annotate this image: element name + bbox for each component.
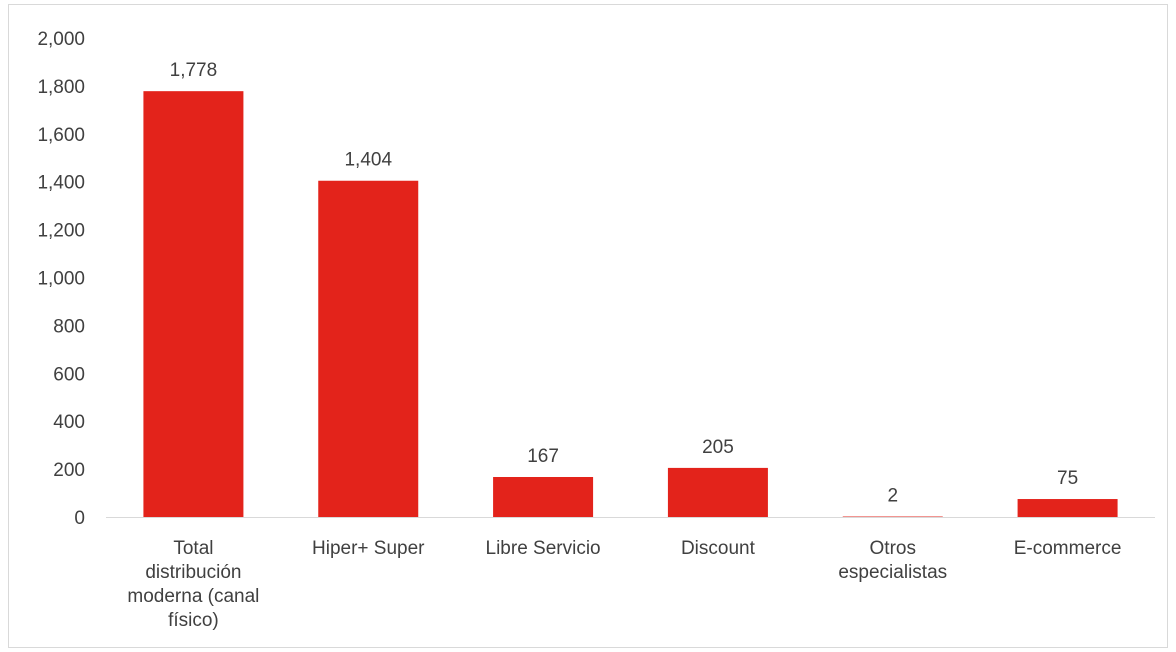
y-tick-label: 2,000 (37, 29, 85, 50)
x-tick-label: Hiper+ Super (312, 538, 425, 559)
bar (143, 91, 244, 517)
bar (1017, 499, 1118, 517)
bar (842, 516, 943, 518)
y-axis-ticks: 0 200 400 600 800 1,000 1,200 1,400 1,600 1,800 2,… (37, 29, 85, 529)
data-label: 1,404 (344, 150, 392, 171)
category-labels: Total distribución moderna (canal físico) Hi… (127, 538, 1121, 631)
y-tick-label: 600 (53, 364, 85, 385)
bar (493, 477, 594, 517)
x-tick-label: Libre Servicio (486, 538, 601, 559)
y-tick-label: 800 (53, 316, 85, 337)
data-label: 205 (702, 437, 734, 458)
data-label: 2 (887, 486, 898, 507)
y-tick-label: 1,000 (37, 269, 85, 290)
bars (143, 91, 1118, 518)
y-tick-label: 0 (74, 508, 85, 529)
bar (667, 467, 768, 517)
x-tick-label: E-commerce (1014, 538, 1122, 559)
data-label: 1,778 (170, 60, 218, 81)
x-tick-label: Discount (681, 538, 756, 559)
chart-frame: 0 200 400 600 800 1,000 1,200 1,400 1,600 1,800 2,… (8, 4, 1168, 648)
y-tick-label: 400 (53, 412, 85, 433)
data-label: 167 (527, 446, 559, 467)
y-tick-label: 1,800 (37, 77, 85, 98)
data-labels: 1,778 1,404 167 205 2 75 (170, 60, 1079, 506)
x-tick-label: Total distribución moderna (canal físico) (127, 538, 259, 631)
bar (318, 180, 419, 517)
y-tick-label: 200 (53, 460, 85, 481)
y-tick-label: 1,400 (37, 173, 85, 194)
y-tick-label: 1,200 (37, 221, 85, 242)
x-tick-label: Otros especialistas (838, 538, 947, 583)
y-tick-label: 1,600 (37, 125, 85, 146)
bar-chart: 0 200 400 600 800 1,000 1,200 1,400 1,600 1,800 2,… (37, 29, 1155, 631)
data-label: 75 (1057, 468, 1078, 489)
